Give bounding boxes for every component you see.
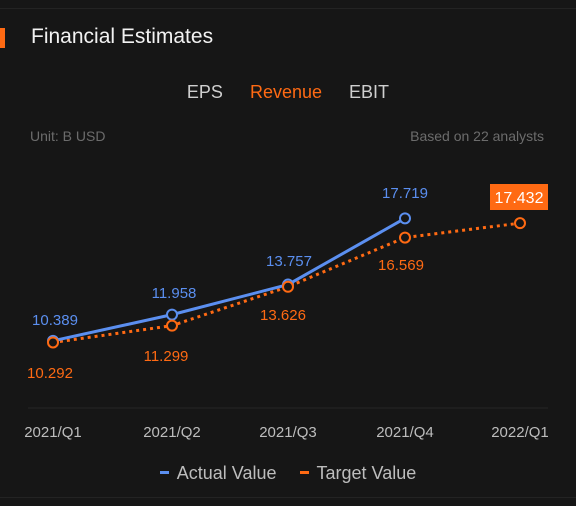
x-tick-label: 2021/Q4 bbox=[376, 424, 434, 441]
actual-value-label: 17.719 bbox=[382, 185, 428, 202]
target-value-line bbox=[52, 221, 521, 344]
target-point bbox=[166, 319, 178, 332]
actual-point bbox=[399, 212, 411, 225]
legend-swatch-actual bbox=[159, 470, 169, 474]
legend-item-actual[interactable]: Actual Value bbox=[159, 463, 277, 484]
target-point bbox=[514, 217, 526, 230]
legend-label-actual: Actual Value bbox=[176, 463, 277, 483]
forecast-value-label: 17.432 bbox=[495, 190, 544, 207]
section-title: Financial Estimates bbox=[31, 25, 214, 48]
actual-value-label: 11.958 bbox=[152, 285, 197, 302]
target-point bbox=[47, 336, 59, 349]
forecast-label-box bbox=[490, 184, 548, 210]
tab-eps[interactable]: EPS bbox=[186, 82, 223, 102]
actual-value-label: 10.389 bbox=[32, 312, 78, 329]
x-tick-label: 2021/Q3 bbox=[259, 424, 317, 441]
tab-ebit[interactable]: EBIT bbox=[349, 82, 390, 102]
tab-revenue[interactable]: Revenue bbox=[249, 82, 323, 102]
target-point bbox=[282, 280, 294, 293]
legend-item-target[interactable]: Target Value bbox=[299, 463, 417, 484]
actual-value-label: 13.757 bbox=[266, 253, 312, 270]
bottom-divider bbox=[0, 497, 576, 498]
target-value-label: 16.569 bbox=[378, 257, 424, 274]
x-tick-label: 2021/Q2 bbox=[143, 424, 201, 441]
top-divider bbox=[0, 8, 576, 9]
actual-point bbox=[166, 308, 178, 321]
target-point bbox=[399, 231, 411, 244]
revenue-line-chart: 10.389 11.958 13.757 17.719 10.292 11.299 13.6… bbox=[24, 184, 549, 441]
metric-tabs: EPS Revenue EBIT bbox=[0, 82, 576, 103]
target-value-label: 13.626 bbox=[260, 307, 306, 324]
target-value-label: 11.299 bbox=[144, 348, 189, 365]
target-value-label: 10.292 bbox=[27, 365, 73, 382]
legend-swatch-target bbox=[299, 470, 309, 474]
x-tick-label: 2021/Q1 bbox=[24, 424, 82, 441]
actual-value-line bbox=[52, 217, 406, 343]
analysts-count-label: Based on 22 analysts bbox=[410, 128, 544, 144]
section-accent-bar bbox=[0, 28, 5, 48]
chart-legend: Actual Value Target Value bbox=[0, 463, 576, 484]
legend-label-target: Target Value bbox=[316, 463, 417, 483]
unit-label: Unit: B USD bbox=[30, 128, 106, 144]
x-tick-label: 2022/Q1 bbox=[491, 424, 549, 441]
